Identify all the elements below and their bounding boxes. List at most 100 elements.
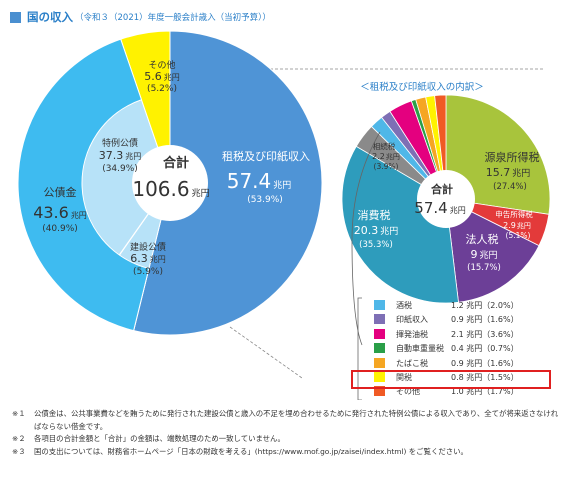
legend-bracket-inner: [357, 297, 362, 400]
label-sozoku-name: 相続税: [373, 141, 396, 151]
label-sozei-value-number: 57.4: [227, 169, 272, 193]
note-text: 国の支出については、財務省ホームページ「日本の財政を考える」(https://w…: [34, 446, 468, 456]
footnotes: ※１ 公債金は、公共事業費などを賄うために発行された建設公債と歳入の不足を埋め合わ…: [12, 408, 562, 458]
label-shinkoku-value: 2.9兆円: [503, 221, 531, 230]
detail-slice-2: [445, 198, 540, 303]
label-shohi-pct: (35.3%): [359, 240, 393, 250]
label-sozoku-value-number: 2.2: [372, 152, 385, 161]
detail-pie: [341, 94, 551, 304]
label-tokurei-pct-value: 34.9%: [106, 164, 135, 174]
main-center-hole: [132, 145, 208, 221]
label-hojin-unit: 兆円: [479, 250, 497, 261]
label-sonota-name: その他: [148, 59, 175, 71]
kanzei-highlight-box: [351, 370, 551, 389]
detail-center-unit: 兆円: [450, 205, 466, 215]
detail-slice-3: [341, 145, 459, 304]
legend-value: 1.2 兆円（2.0%）: [451, 301, 519, 310]
label-sonota-value-number: 5.6: [144, 70, 162, 83]
label-kensetsu-pct-value: 5.9%: [137, 267, 160, 277]
main-center-unit: 兆円: [192, 188, 210, 199]
label-hojin-value-number: 9: [470, 248, 477, 261]
detail-center-label: 合計: [431, 182, 453, 196]
label-shohi-name: 消費税: [358, 208, 391, 222]
label-sozoku-pct-value: 3.9%: [376, 162, 395, 171]
label-hojin-pct: (15.7%): [467, 263, 501, 273]
main-pie: [17, 30, 323, 336]
note-text: 各項目の合計金額と「合計」の金額は、端数処理のため一致していません。: [34, 434, 285, 443]
label-gensen-pct-value: 27.4%: [496, 182, 523, 192]
label-shohi-unit: 兆円: [380, 226, 398, 237]
label-hojin-value: 9 兆円: [470, 248, 497, 261]
main-center-label: 合計: [163, 155, 189, 171]
label-sozei-pct-value: 53.9%: [251, 195, 280, 205]
label-sozei-unit: 兆円: [273, 180, 291, 191]
legend-name: 揮発油税: [396, 329, 428, 339]
label-kensetsu-value: 6.3 兆円: [130, 252, 166, 265]
label-sonota-pct-value: 5.2%: [151, 84, 174, 94]
legend-value: 2.1 兆円（3.6%）: [451, 329, 519, 339]
label-gensen-unit: 兆円: [512, 168, 530, 179]
detail-slice-0: [445, 94, 551, 215]
note-mark: ※１: [12, 409, 26, 418]
legend-value: 0.8 兆円（1.5%）: [451, 372, 519, 382]
label-gensen-value-number: 15.7: [486, 166, 511, 179]
label-gensen-name: 源泉所得税: [485, 150, 540, 164]
detail-center-value: 57.4 兆円: [414, 199, 465, 217]
label-shinkoku-unit: 兆円: [517, 221, 531, 230]
main-center-value: 106.6 兆円: [132, 177, 209, 201]
legend-item: 揮発油税 2.1 兆円（3.6%）: [374, 327, 554, 341]
legend-swatch: [374, 357, 385, 368]
main-center-value-number: 106.6: [132, 177, 189, 201]
label-sonota-unit: 兆円: [164, 72, 180, 82]
label-shohi-value: 20.3 兆円: [354, 224, 399, 237]
legend-item: たばこ税 0.9 兆円（1.6%）: [374, 356, 554, 370]
legend-name: 自動車重量税: [396, 344, 444, 354]
legend-item: 酒税 1.2 兆円（2.0%）: [374, 298, 554, 312]
legend-value: 0.4 兆円（0.7%）: [451, 344, 519, 354]
label-gensen-value: 15.7 兆円: [486, 166, 531, 179]
label-shinkoku-pct: (5.1%): [506, 231, 531, 240]
note-3: ※３ 国の支出については、財務省ホームページ「日本の財政を考える」(https:/…: [12, 446, 562, 459]
label-sonota-pct: (5.2%): [147, 84, 177, 94]
label-kensetsu-value-number: 6.3: [130, 252, 148, 265]
label-shohi-pct-value: 35.3%: [362, 240, 389, 250]
label-koseikin-pct-value: 40.9%: [46, 224, 75, 234]
legend-item: 関税 0.8 兆円（1.5%）: [374, 370, 554, 384]
label-sozei-name: 租税及び印紙収入: [222, 149, 310, 163]
note-2: ※２ 各項目の合計金額と「合計」の金額は、端数処理のため一致していません。: [12, 433, 562, 446]
label-koseikin-value-number: 43.6: [33, 203, 69, 222]
legend-swatch: [374, 328, 385, 339]
label-sozoku-unit: 兆円: [386, 152, 400, 161]
label-tokurei-pct: (34.9%): [102, 164, 138, 174]
note-mark: ※２: [12, 434, 26, 443]
label-koseikin-unit: 兆円: [71, 210, 87, 220]
header-square-icon: [10, 11, 21, 23]
note-text: 公債金は、公共事業費などを賄うために発行された建設公債と歳入の不足を埋め合わせる…: [34, 409, 559, 431]
label-tokurei-value: 37.3 兆円: [99, 149, 142, 162]
legend-swatch: [374, 386, 385, 397]
legend-name: たばこ税: [396, 358, 428, 368]
label-hojin-pct-value: 15.7%: [470, 263, 497, 273]
label-shinkoku-name: 申告所得税: [495, 209, 533, 219]
label-koseikin-name: 公債金: [44, 185, 77, 199]
label-tokurei-unit: 兆円: [125, 151, 141, 161]
legend-swatch: [374, 343, 385, 354]
note-1: ※１ 公債金は、公共事業費などを賄うために発行された建設公債と歳入の不足を埋め合わ…: [12, 408, 562, 433]
chart-title: 国の収入: [27, 10, 73, 24]
legend-item: 自動車重量税 0.4 兆円（0.7%）: [374, 341, 554, 355]
legend-bracket: [351, 131, 381, 346]
label-kensetsu-name: 建設公債: [130, 241, 166, 253]
label-sozoku-value: 2.2兆円: [372, 152, 400, 161]
label-koseikin-value: 43.6 兆円: [33, 203, 87, 222]
legend-name: 酒税: [396, 301, 412, 310]
label-shinkoku-value-number: 2.9: [503, 221, 516, 230]
connector-bottom: [229, 326, 303, 379]
legend-item: 印紙収入 0.9 兆円（1.6%）: [374, 312, 554, 326]
detail-title: ＜租税及び印紙収入の内訳＞: [360, 81, 484, 93]
detail-center-hole: [417, 170, 475, 228]
label-shinkoku-pct-value: 5.1%: [508, 231, 527, 240]
label-sozoku-pct: (3.9%): [374, 162, 399, 171]
legend-value: 0.9 兆円（1.6%）: [451, 315, 519, 325]
label-gensen-pct: (27.4%): [493, 182, 527, 192]
label-kensetsu-pct: (5.9%): [133, 267, 163, 277]
